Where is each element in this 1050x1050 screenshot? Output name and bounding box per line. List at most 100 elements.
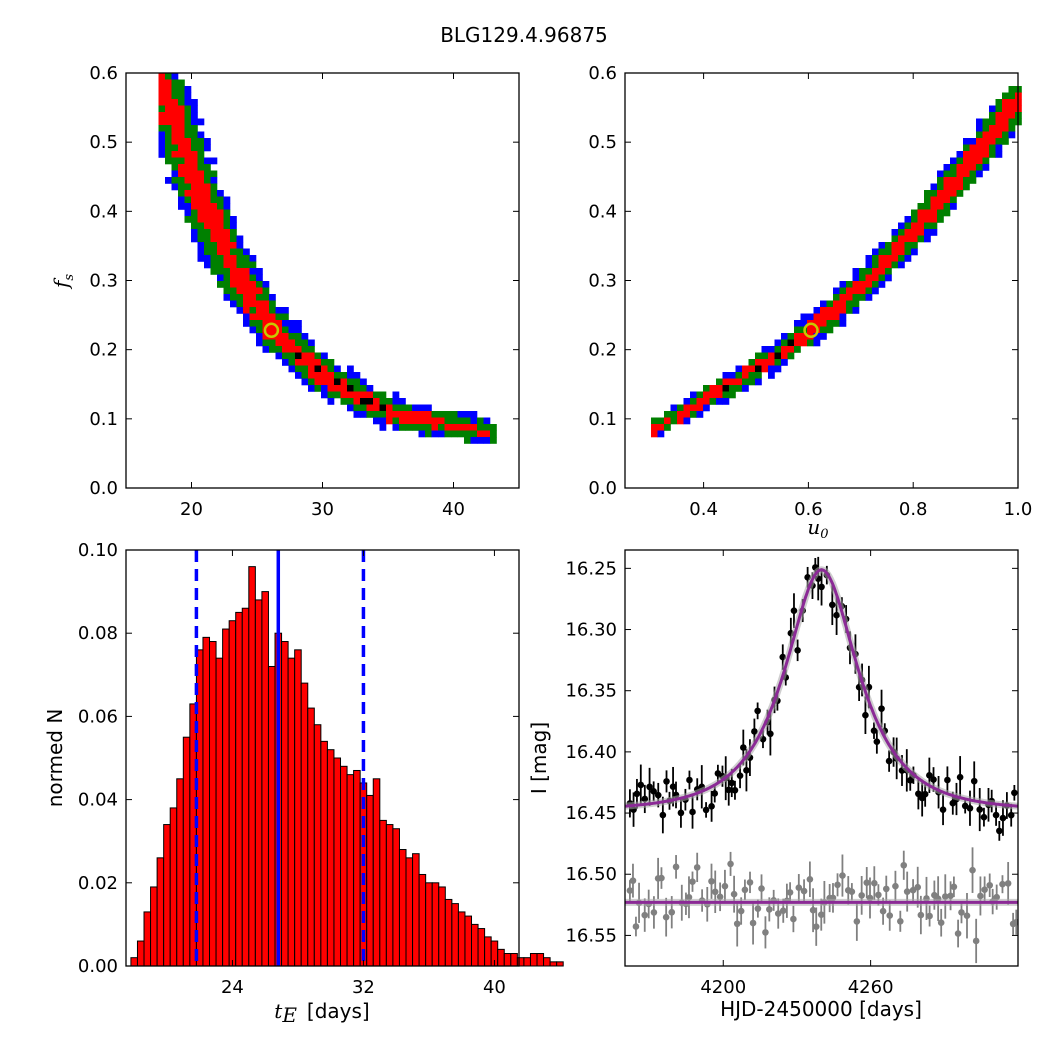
- panel-fs-vs-te-cell: [171, 73, 179, 80]
- panel-fs-vs-te-cell: [191, 177, 198, 184]
- panel-fs-vs-u0-cell: [839, 281, 847, 288]
- panel-fs-vs-te-cell: [366, 411, 374, 418]
- panel-fs-vs-te-cell: [470, 430, 478, 438]
- panel-fs-vs-te-cell: [217, 216, 224, 223]
- panel-fs-vs-te-cell: [327, 385, 335, 392]
- panel-fs-vs-u0-cell: [664, 417, 671, 425]
- lc-ref-point: [863, 879, 871, 886]
- panel-fs-vs-u0-cell: [891, 242, 899, 249]
- panel-fs-vs-te-cell: [275, 307, 283, 314]
- panel-fs-vs-te-cell: [191, 125, 198, 132]
- panel-fs-vs-te-cell: [204, 203, 211, 210]
- panel-fs-vs-u0-cell: [794, 339, 801, 347]
- panel-fs-vs-u0-cell: [768, 352, 775, 360]
- lc-ref-point: [668, 908, 676, 916]
- lc-ref-point: [632, 923, 640, 930]
- panel-fs-vs-u0-cell: [657, 430, 665, 438]
- panel-fs-vs-u0-cell: [748, 372, 756, 379]
- histogram-bar: [529, 953, 538, 967]
- panel-fs-vs-te-cell: [223, 274, 231, 282]
- lc-point: [677, 809, 685, 817]
- panel-fs-vs-te-cell: [269, 326, 276, 334]
- panel-fs-vs-u0-cell: [833, 294, 840, 301]
- panel-fs-vs-te-cell: [223, 255, 231, 262]
- lc-ref-point: [958, 909, 965, 916]
- panel-fs-vs-u0-cell: [1008, 99, 1016, 106]
- panel-fs-vs-te-ytick-label: 0.5: [89, 132, 118, 153]
- panel-fs-vs-te-cell: [165, 112, 172, 119]
- panel-fs-vs-u0-cell: [703, 385, 710, 392]
- panel-fs-vs-te-cell: [197, 157, 205, 165]
- lc-ref-point: [977, 892, 984, 900]
- panel-fs-vs-te-cell: [418, 411, 426, 418]
- lc-point: [992, 811, 1000, 819]
- panel-fs-vs-te-cell: [301, 378, 309, 386]
- lc-ref-point: [658, 874, 665, 882]
- panel-fs-vs-te-cell: [210, 216, 218, 223]
- panel-fs-vs-te-cell: [197, 203, 205, 210]
- panel-fs-vs-u0-cell: [898, 229, 905, 236]
- panel-fs-vs-u0-cell: [911, 235, 918, 243]
- panel-fs-vs-te-cell: [379, 424, 387, 431]
- panel-fs-vs-u0-cell: [885, 268, 892, 275]
- panel-fs-vs-u0-cell: [677, 417, 684, 425]
- panel-fs-vs-te-cell: [490, 424, 497, 431]
- panel-fs-vs-te-cell: [178, 86, 185, 93]
- panel-fs-vs-u0-ytick-label: 0.4: [588, 201, 617, 222]
- lc-point: [980, 813, 988, 821]
- panel-fs-vs-u0-cell: [891, 248, 899, 256]
- panel-fs-vs-u0-cell: [833, 307, 840, 314]
- lc-ref-point: [853, 918, 861, 925]
- panel-fs-vs-te-cell: [197, 248, 205, 256]
- panel-fs-vs-te-cell: [249, 255, 257, 262]
- panel-fs-vs-u0-cell: [768, 365, 775, 373]
- panel-fs-vs-u0-cell: [976, 125, 983, 132]
- panel-fs-vs-te-cell: [347, 372, 354, 379]
- panel-fs-vs-u0-cell: [729, 391, 736, 399]
- panel-fs-vs-u0-cell: [709, 385, 717, 392]
- histogram-bar: [457, 911, 466, 967]
- panel-fs-vs-te-cell: [301, 365, 309, 373]
- panel-fs-vs-te-cell: [178, 92, 185, 100]
- panel-fs-vs-u0-best-fit-marker: [803, 322, 819, 339]
- panel-fs-vs-u0-cell: [911, 209, 918, 217]
- panel-fs-vs-u0-cell: [865, 261, 873, 269]
- panel-fs-vs-te-cell: [191, 118, 198, 126]
- panel-fs-vs-te-cell: [256, 274, 263, 282]
- panel-fs-vs-u0-cell: [995, 105, 1003, 113]
- panel-fs-vs-u0-cell: [872, 248, 879, 256]
- panel-fs-vs-te-cell: [366, 404, 374, 412]
- panel-fs-vs-te-cell: [191, 131, 198, 139]
- panel-fs-vs-te-cell: [210, 170, 218, 178]
- panel-fs-vs-te-cell: [236, 300, 244, 308]
- panel-fs-vs-te-cell: [171, 112, 179, 119]
- panel-fs-vs-te-cell: [217, 242, 224, 249]
- panel-fs-vs-te-cell: [327, 391, 335, 399]
- panel-fs-vs-te-cell: [165, 138, 172, 145]
- panel-light-curve-model: [625, 566, 1018, 906]
- panel-fs-vs-u0-cell: [820, 326, 827, 334]
- panel-fs-vs-te-cell: [178, 183, 185, 191]
- panel-fs-vs-u0-cell: [787, 339, 795, 347]
- panel-fs-vs-u0-cell: [852, 294, 860, 301]
- panel-fs-vs-u0-cell: [813, 339, 821, 347]
- panel-fs-vs-te-cell: [353, 404, 361, 412]
- panel-fs-vs-te-cell: [171, 138, 179, 145]
- panel-fs-vs-u0-cell: [761, 352, 769, 360]
- panel-fs-vs-u0-cell: [703, 391, 710, 399]
- panel-fs-vs-te-cell: [178, 118, 185, 126]
- panel-fs-vs-te-cell: [249, 294, 257, 301]
- panel-fs-vs-te-cell: [184, 209, 192, 217]
- panel-fs-vs-te-cell: [217, 209, 224, 217]
- panel-te-histogram-ytick-label: 0.08: [78, 623, 118, 644]
- panel-fs-vs-u0-cell: [787, 333, 795, 340]
- panel-fs-vs-u0-cell: [943, 177, 951, 184]
- lc-ref-point: [897, 917, 904, 925]
- panel-fs-vs-te-cell: [217, 190, 224, 197]
- panel-fs-vs-u0-cell: [898, 222, 905, 230]
- panel-fs-vs-u0-cell: [878, 281, 886, 288]
- panel-fs-vs-te-cell: [158, 151, 166, 158]
- panel-fs-vs-te-cell: [243, 287, 250, 295]
- lc-ref-point: [937, 919, 945, 927]
- panel-fs-vs-te-cell: [405, 411, 413, 418]
